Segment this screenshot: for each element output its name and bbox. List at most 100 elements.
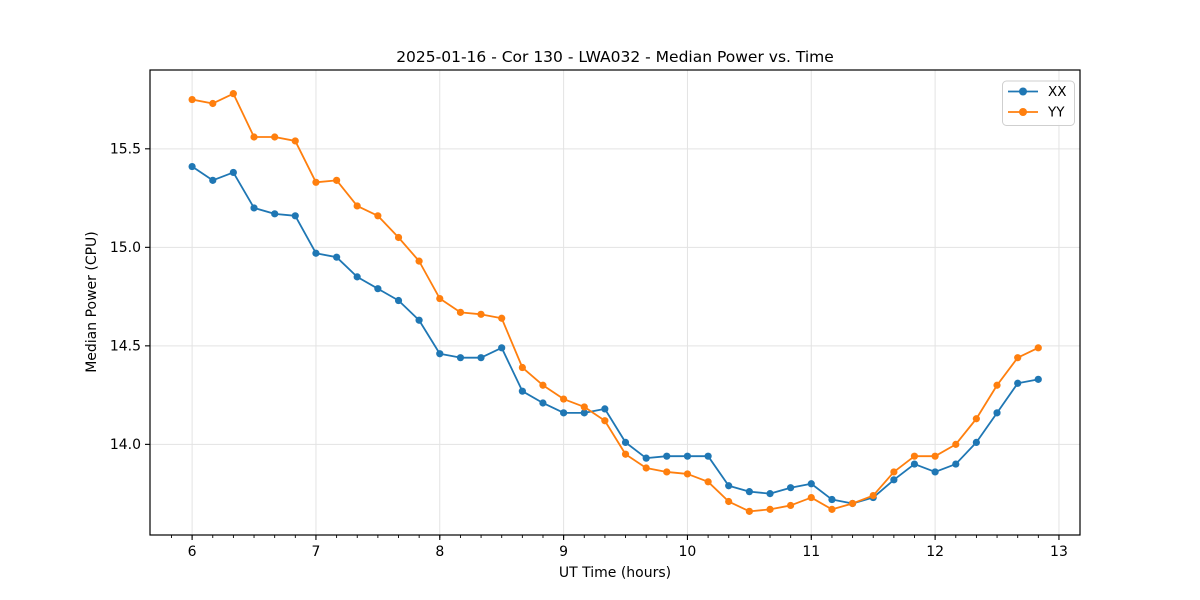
data-point-yy [601,417,609,425]
data-point-yy [312,178,320,186]
legend-marker-xx-icon [1019,87,1027,96]
data-point-yy [683,470,692,478]
data-point-xx [209,176,217,184]
chart-title: 2025-01-16 - Cor 130 - LWA032 - Median P… [396,48,834,66]
series-yy-line [191,92,1039,513]
data-point-xx [498,344,506,352]
data-point-xx [725,482,733,490]
x-tick-label: 13 [1050,544,1068,560]
data-point-yy [415,257,423,265]
data-point-xx [745,488,753,496]
x-tick-label: 12 [926,544,944,560]
data-point-xx [374,285,382,293]
data-point-xx [972,438,980,446]
data-point-xx [456,354,465,362]
x-tick-label: 6 [188,544,197,560]
data-point-yy [704,478,712,486]
data-point-yy [229,90,237,98]
data-point-xx [518,387,526,395]
data-point-yy [931,452,939,460]
legend: XX YY [1002,80,1075,126]
data-point-yy [766,505,774,513]
data-point-xx [560,409,568,417]
data-point-yy [745,507,753,515]
data-point-xx [1014,379,1022,387]
axis-ticks: 6 7 8 9 10 11 12 13 14.0 14.5 15.0 15.5 [110,141,1068,560]
data-point-yy [353,202,361,210]
data-point-yy [209,99,217,108]
data-point-xx [786,484,795,492]
x-axis-label: UT Time (hours) [559,565,671,581]
data-point-yy [725,497,733,506]
data-point-yy [952,440,960,448]
data-point-yy [663,468,671,476]
data-point-yy [848,499,857,508]
data-point-xx [683,452,692,460]
data-point-xx [766,490,774,498]
data-point-yy [993,381,1001,389]
data-point-xx [229,168,237,177]
series-xx-line [191,165,1039,505]
data-point-xx [250,204,258,212]
data-point-xx [601,405,609,413]
data-point-xx [580,409,588,417]
data-point-xx [188,162,196,171]
data-point-yy [1034,344,1042,352]
data-point-yy [188,95,196,104]
data-point-xx [312,249,320,257]
data-point-yy [539,381,547,389]
data-point-yy [621,450,630,458]
axes-spines [149,69,1081,536]
data-point-yy [807,493,815,502]
data-point-xx [621,438,630,446]
x-tick-label: 7 [311,544,320,560]
legend-label-yy: YY [1047,105,1065,121]
data-point-xx [353,273,361,281]
data-point-yy [456,308,465,316]
data-point-xx [271,210,279,218]
data-point-xx [828,495,836,504]
data-point-xx [394,296,403,305]
data-point-yy [910,452,919,460]
data-point-xx [415,316,423,324]
data-point-yy [518,363,526,372]
data-point-xx [291,212,299,220]
data-point-xx [663,452,671,460]
data-point-xx [910,460,919,468]
data-point-yy [436,294,444,303]
data-point-yy [786,501,795,510]
legend-item-yy: YY [1008,105,1065,121]
data-point-yy [828,505,836,513]
grid [150,70,1080,535]
data-point-yy [333,176,341,184]
data-point-xx [333,253,341,261]
data-point-yy [250,133,258,141]
series-yy-markers [188,90,1042,515]
x-tick-label: 9 [559,544,568,560]
x-tick-label: 11 [802,544,820,560]
legend-item-xx: XX [1008,84,1067,100]
data-point-xx [704,452,712,460]
data-point-xx [436,350,444,358]
data-point-yy [890,468,898,476]
data-point-yy [869,491,877,500]
data-point-xx [807,480,815,488]
data-point-yy [580,403,588,411]
data-point-yy [271,133,279,141]
y-tick-label: 15.0 [110,240,141,256]
data-point-xx [890,476,898,484]
data-point-yy [1014,354,1022,362]
plot-border [149,69,1081,536]
data-point-yy [394,233,403,242]
y-tick-label: 14.0 [110,437,141,453]
y-axis-label: Median Power (CPU) [84,231,100,373]
x-tick-label: 10 [679,544,697,560]
x-tick-label: 8 [435,544,444,560]
data-point-xx [952,460,960,468]
data-point-xx [477,354,485,362]
data-point-xx [539,399,547,407]
data-point-xx [931,468,939,476]
data-point-yy [374,212,382,220]
